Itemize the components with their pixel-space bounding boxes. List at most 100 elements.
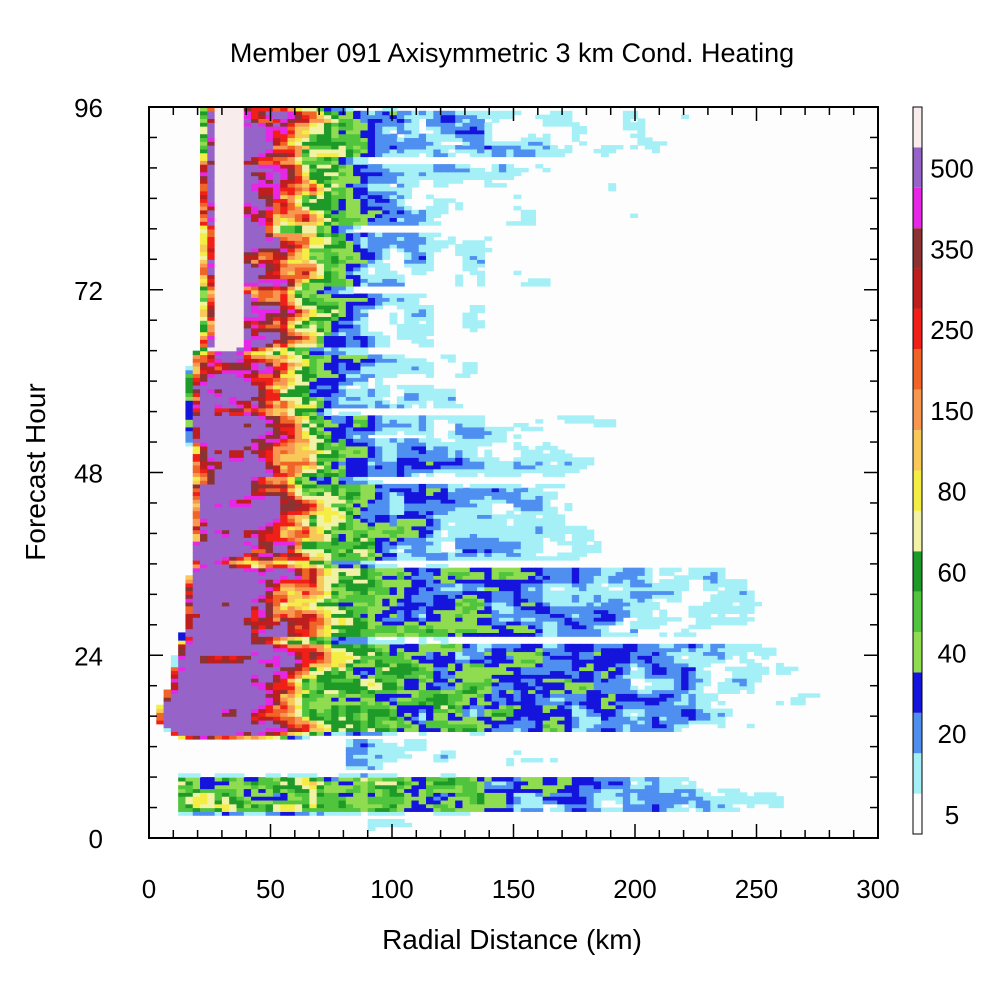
heatmap-cell [440,784,449,790]
heatmap-cell [498,700,507,706]
heatmap-cell [440,754,449,759]
heatmap-cell [287,712,296,717]
heatmap-cell [236,590,245,595]
heatmap-cell [542,651,551,656]
heatmap-cell [688,609,697,614]
heatmap-cell [207,560,216,565]
heatmap-cell [207,579,216,584]
heatmap-cell [389,693,398,698]
heatmap-cell [579,689,587,694]
heatmap-cell [535,723,544,729]
heatmap-cell [644,792,653,797]
heatmap-cell [345,632,354,637]
heatmap-cell [491,590,500,595]
heatmap-cell [353,700,362,706]
heatmap-cell [622,590,631,595]
heatmap-cell [280,636,289,641]
heatmap-cell [447,620,456,626]
heatmap-cell [703,674,711,679]
heatmap-cell [396,693,405,698]
heatmap-cell [681,716,690,721]
heatmap-cell [469,582,478,588]
heatmap-cell [754,601,762,607]
heatmap-cell [192,506,201,512]
heatmap-cell [462,723,471,729]
heatmap-cell [724,647,733,653]
heatmap-cell [724,643,733,649]
heatmap-cell [557,666,566,672]
heatmap-cell [622,719,631,725]
heatmap-cell [214,716,223,721]
heatmap-cell [374,761,383,767]
heatmap-cell [484,678,493,683]
heatmap-cell [185,594,194,599]
heatmap-cell [433,499,442,504]
heatmap-cell [506,590,515,595]
heatmap-cell [462,689,471,694]
heatmap-cell [192,636,201,641]
heatmap-cell [564,571,573,576]
heatmap-cell [272,674,281,679]
heatmap-cell [221,617,230,622]
heatmap-cell [557,651,566,656]
heatmap-cell [265,689,274,694]
heatmap-cell [571,666,580,672]
heatmap-cell [200,723,208,729]
heatmap-cell [294,666,303,672]
heatmap-cell [673,659,682,664]
heatmap-cell [513,582,522,588]
heatmap-cell [440,647,449,653]
heatmap-cell [528,491,536,496]
heatmap-cell [272,723,281,729]
heatmap-cell [455,590,464,595]
heatmap-cell [382,613,391,618]
heatmap-cell [396,514,405,519]
heatmap-cell [455,643,464,649]
heatmap-cell [652,670,660,675]
heatmap-cell [440,700,449,706]
heatmap-cell [221,640,230,645]
heatmap-cell [221,807,230,812]
heatmap-cell [688,571,697,576]
heatmap-cell [360,617,369,622]
heatmap-cell [192,590,201,595]
heatmap-cell [302,590,310,595]
heatmap-cell [258,697,267,702]
heatmap-cell [243,647,252,653]
heatmap-cell [615,594,624,599]
heatmap-cell [506,601,515,607]
heatmap-cell [389,552,398,557]
heatmap-cell [659,788,668,793]
heatmap-cell [528,784,536,790]
heatmap-cell [236,613,245,618]
heatmap-cell [542,525,551,531]
heatmap-cell [302,624,310,630]
heatmap-cell [528,777,536,782]
heatmap-cell [404,807,413,812]
heatmap-cell [557,723,566,729]
heatmap-cell [739,643,748,649]
heatmap-cell [323,548,332,554]
heatmap-cell [433,495,442,500]
heatmap-cell [630,719,639,725]
heatmap-cell [367,685,376,691]
heatmap-cell [214,670,223,675]
heatmap-cell [272,525,281,531]
heatmap-cell [265,719,274,725]
heatmap-cell [396,617,405,622]
heatmap-cell [221,731,230,736]
heatmap-cell [185,799,194,805]
heatmap-cell [345,758,354,763]
heatmap-cell [462,502,471,508]
heatmap-cell [754,643,762,649]
heatmap-cell [549,609,558,614]
heatmap-cell [396,620,405,626]
heatmap-cell [316,674,325,679]
heatmap-cell [593,700,602,706]
heatmap-cell [404,719,413,725]
heatmap-cell [652,647,660,653]
heatmap-cell [185,689,194,694]
heatmap-cell [710,803,719,809]
heatmap-cell [622,704,631,710]
heatmap-cell [571,788,580,793]
